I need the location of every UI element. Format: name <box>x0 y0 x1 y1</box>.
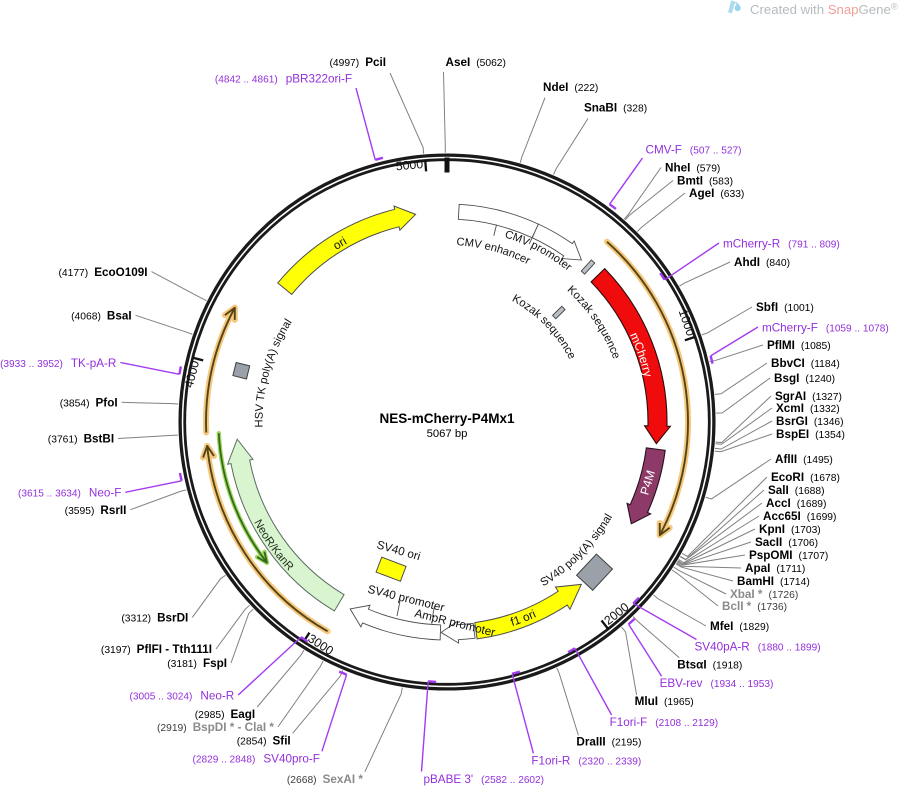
svg-text:SbfI(1001): SbfI (1001) <box>756 301 814 314</box>
svg-text:AseI(5062): AseI (5062) <box>446 56 506 69</box>
svg-text:(3595)RsrII: (3595) RsrII <box>65 504 127 517</box>
svg-text:Created with SnapGene®: Created with SnapGene® <box>750 2 898 18</box>
svg-text:BsgI(1240): BsgI (1240) <box>774 372 835 385</box>
svg-text:(2829 .. 2848)SV40pro-F: (2829 .. 2848) SV40pro-F <box>193 753 320 766</box>
svg-text:(4842 .. 4861)pBR322ori-F: (4842 .. 4861) pBR322ori-F <box>215 72 352 85</box>
svg-text:F1ori-F(2108 .. 2129): F1ori-F (2108 .. 2129) <box>610 716 719 729</box>
svg-text:BclI *(1736): BclI * (1736) <box>722 600 787 613</box>
svg-text:(3933 .. 3952)TK-pA-R: (3933 .. 3952) TK-pA-R <box>0 357 116 370</box>
svg-text:(4068)BsaI: (4068) BsaI <box>71 310 131 323</box>
svg-text:AflII(1495): AflII (1495) <box>775 453 833 466</box>
svg-text:5067 bp: 5067 bp <box>427 428 468 440</box>
svg-text:BtsαI(1918): BtsαI (1918) <box>677 659 742 672</box>
svg-text:CMV-F(507 .. 527): CMV-F (507 .. 527) <box>646 143 742 156</box>
svg-text:MfeI(1829): MfeI (1829) <box>710 620 769 633</box>
svg-text:SgrAI(1327): SgrAI (1327) <box>775 390 842 403</box>
svg-text:(4177)EcoO109I: (4177) EcoO109I <box>58 266 147 279</box>
svg-text:(3854)PfoI: (3854) PfoI <box>60 397 118 410</box>
svg-text:BbvCI(1184): BbvCI (1184) <box>771 357 840 370</box>
svg-text:(3761)BstBI: (3761) BstBI <box>48 433 114 446</box>
svg-text:KpnI(1703): KpnI (1703) <box>759 523 821 536</box>
svg-text:(3312)BsrDI: (3312) BsrDI <box>121 612 188 625</box>
svg-text:(3615 .. 3634)Neo-F: (3615 .. 3634) Neo-F <box>18 487 121 500</box>
svg-text:Acc65I(1699): Acc65I (1699) <box>763 510 836 523</box>
svg-text:BspEI(1354): BspEI (1354) <box>776 428 845 441</box>
svg-text:XcmI(1332): XcmI (1332) <box>776 402 840 415</box>
svg-text:BmtI(583): BmtI (583) <box>677 175 733 188</box>
svg-text:SnaBI(328): SnaBI (328) <box>584 102 647 115</box>
svg-text:AccI(1689): AccI (1689) <box>766 497 826 510</box>
svg-text:(3197)PflFI - Tth111I: (3197) PflFI - Tth111I <box>101 643 212 656</box>
svg-text:(2854)SfiI: (2854) SfiI <box>237 734 291 747</box>
svg-text:EBV-rev(1934 .. 1953): EBV-rev (1934 .. 1953) <box>660 677 774 690</box>
svg-text:(2668)SexAI *: (2668) SexAI * <box>287 773 363 786</box>
svg-text:PflMI(1085): PflMI (1085) <box>767 339 831 352</box>
svg-text:SalI(1688): SalI (1688) <box>768 484 825 497</box>
svg-text:F1ori-R(2320 .. 2339): F1ori-R (2320 .. 2339) <box>531 755 641 768</box>
svg-text:ApaI(1711): ApaI (1711) <box>745 562 805 575</box>
svg-text:AgeI(633): AgeI (633) <box>689 187 744 200</box>
svg-text:NdeI(222): NdeI (222) <box>543 81 598 94</box>
svg-text:BsrGI(1346): BsrGI (1346) <box>776 415 844 428</box>
svg-text:SacII(1706): SacII (1706) <box>755 536 818 549</box>
svg-text:DraIII(2195): DraIII (2195) <box>576 736 641 749</box>
svg-text:pBABE 3'(2582 .. 2602): pBABE 3' (2582 .. 2602) <box>424 773 545 786</box>
svg-text:P4M: P4M <box>637 469 658 497</box>
svg-text:5000: 5000 <box>395 157 424 173</box>
svg-text:(3181)FspI: (3181) FspI <box>167 657 227 670</box>
svg-text:(3005 .. 3024)Neo-R: (3005 .. 3024) Neo-R <box>130 689 235 702</box>
svg-text:AhdI(840): AhdI (840) <box>734 256 790 269</box>
svg-text:(2919)BspDI * - ClaI *: (2919) BspDI * - ClaI * <box>157 721 274 734</box>
svg-text:MluI(1965): MluI (1965) <box>635 695 694 708</box>
svg-text:PspOMI(1707): PspOMI (1707) <box>749 549 828 562</box>
svg-text:NheI(579): NheI (579) <box>665 162 720 175</box>
svg-text:XbaI *(1726): XbaI * (1726) <box>730 588 798 601</box>
svg-text:EcoRI(1678): EcoRI (1678) <box>771 471 840 484</box>
svg-text:BamHI(1714): BamHI (1714) <box>737 575 810 588</box>
svg-text:(2985)EagI: (2985) EagI <box>195 708 255 721</box>
svg-text:(4997)PciI: (4997) PciI <box>329 56 386 69</box>
svg-text:4000: 4000 <box>182 359 202 389</box>
svg-text:NES-mCherry-P4Mx1: NES-mCherry-P4Mx1 <box>379 411 515 426</box>
svg-text:mCherry-F(1059 .. 1078): mCherry-F (1059 .. 1078) <box>762 321 889 334</box>
svg-text:SV40pA-R(1880 .. 1899): SV40pA-R (1880 .. 1899) <box>695 640 821 653</box>
